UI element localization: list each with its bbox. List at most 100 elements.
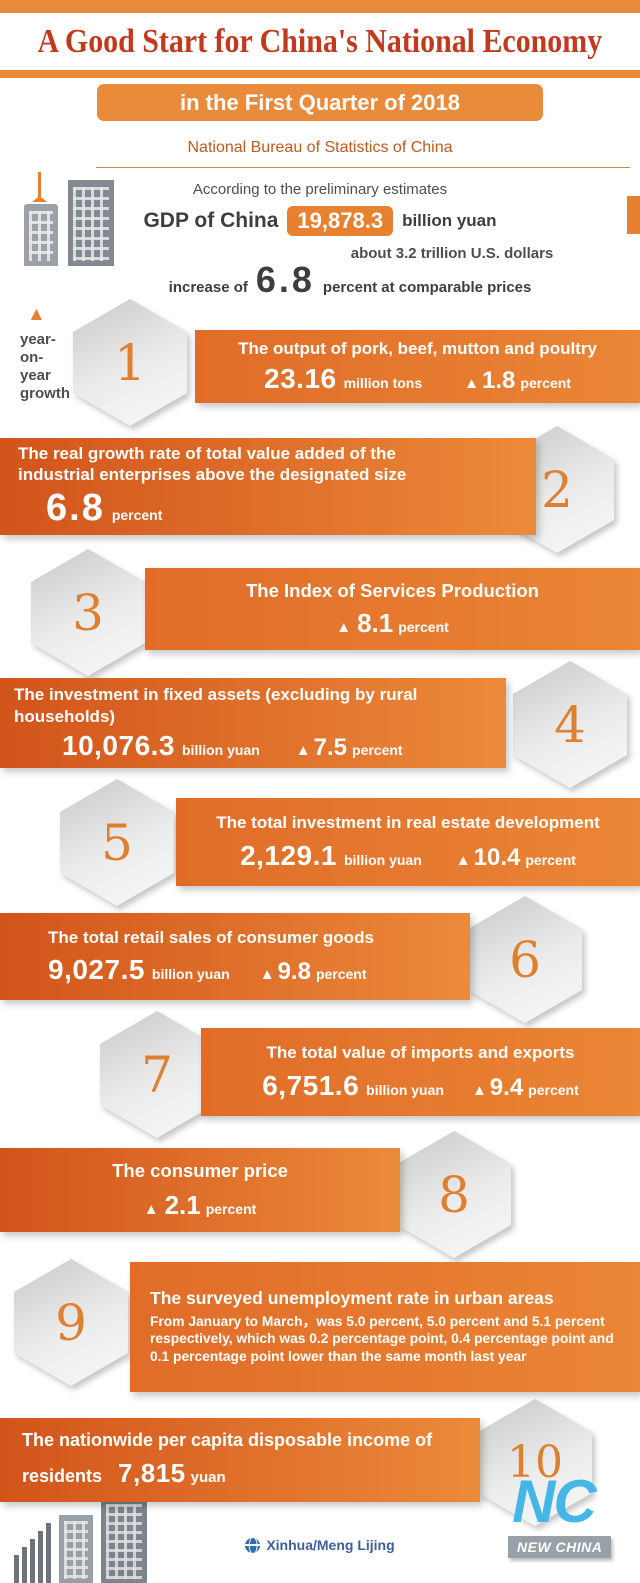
stat-title: The total retail sales of consumer goods xyxy=(48,927,374,947)
source-divider xyxy=(96,167,630,168)
hexagon-badge-4: 4 xyxy=(513,661,627,788)
stat-value: 6.8 xyxy=(46,487,105,530)
stat-delta: 1.8 xyxy=(482,367,516,395)
source-label: National Bureau of Statistics of China xyxy=(187,139,453,156)
building-icon xyxy=(101,1498,147,1583)
up-triangle-icon: ▲ xyxy=(295,741,311,759)
stat-banner-6: The total retail sales of consumer goods… xyxy=(0,913,470,1000)
stat-banner-4: The investment in fixed assets (excludin… xyxy=(0,678,506,768)
stat-values: 23.16 million tons ▲ 1.8 percent xyxy=(264,363,571,395)
usd-equivalent-note: about 3.2 trillion U.S. dollars xyxy=(350,245,554,262)
hexagon-badge-9: 9 xyxy=(14,1259,128,1386)
stat-values: 6.8 percent xyxy=(18,487,536,530)
up-triangle-icon: ▲ xyxy=(27,304,46,325)
stat-banner-2: The real growth rate of total value adde… xyxy=(0,438,536,535)
stat-delta-unit: percent xyxy=(315,966,367,983)
stat-values: 2,129.1 billion yuan ▲ 10.4 percent xyxy=(240,840,576,872)
stat-unit: billion yuan xyxy=(151,966,230,983)
stat-banner-8: The consumer price ▲ 2.1 percent xyxy=(0,1148,400,1232)
stat-unit: yuan xyxy=(190,1469,226,1486)
gdp-increase-row: increase of 6.8 percent at comparable pr… xyxy=(70,259,630,301)
stat-value: 2,129.1 xyxy=(240,839,337,871)
hexagon-badge-7: 7 xyxy=(100,1011,214,1138)
item-number: 6 xyxy=(509,930,541,989)
stat-value: 9,027.5 xyxy=(48,954,145,986)
up-triangle-icon: ▲ xyxy=(259,966,275,984)
globe-icon xyxy=(245,1537,261,1553)
gdp-row: GDP of China 19,878.3 billion yuan xyxy=(0,206,640,236)
stat-title: The consumer price xyxy=(112,1160,288,1182)
stat-delta: 2.1 xyxy=(164,1189,201,1220)
stat-delta-unit: percent xyxy=(520,375,571,392)
page-title: A Good Start for China's National Econom… xyxy=(37,22,603,60)
stat-title: The nationwide per capita disposable inc… xyxy=(22,1430,433,1486)
stat-delta-unit: percent xyxy=(525,851,576,868)
hexagon-shape: 4 xyxy=(513,661,627,788)
hexagon-shape: 7 xyxy=(100,1011,214,1138)
stat-delta-unit: percent xyxy=(398,619,449,636)
bar-silhouette-icon xyxy=(14,1523,51,1583)
gdp-label: GDP of China xyxy=(143,209,279,232)
hexagon-shape: 6 xyxy=(468,896,582,1023)
item-number: 4 xyxy=(554,695,586,754)
stat-value: 10,076.3 xyxy=(62,729,175,761)
stat-unit: million tons xyxy=(343,375,423,392)
buildings-icon xyxy=(24,170,124,266)
up-triangle-icon: ▲ xyxy=(464,375,480,393)
stat-title: The total value of imports and exports xyxy=(266,1043,575,1063)
stat-title: The total investment in real estate deve… xyxy=(216,813,600,833)
stat-delta-unit: percent xyxy=(528,1081,579,1098)
stat-delta: 9.4 xyxy=(489,1073,524,1101)
subtitle-text: in the First Quarter of 2018 xyxy=(180,89,460,115)
stat-title: The real growth rate of total value adde… xyxy=(18,443,407,484)
stat-unit: billion yuan xyxy=(366,1081,444,1098)
item-number: 7 xyxy=(141,1045,173,1104)
antenna-icon xyxy=(38,172,41,200)
stat-title: The surveyed unemployment rate in urban … xyxy=(150,1287,554,1308)
hexagon-badge-3: 3 xyxy=(31,549,145,676)
up-triangle-icon: ▲ xyxy=(143,1200,159,1218)
stat-banner-9: The surveyed unemployment rate in urban … xyxy=(130,1262,640,1392)
gdp-value-badge: 19,878.3 xyxy=(287,206,394,236)
stat-value: 23.16 xyxy=(264,363,337,395)
nc-monogram: NC xyxy=(512,1468,597,1535)
stat-banner-1: The output of pork, beef, mutton and pou… xyxy=(195,330,640,403)
stat-line: The nationwide per capita disposable inc… xyxy=(22,1427,472,1493)
antenna-base-icon xyxy=(32,196,47,202)
hexagon-shape: 8 xyxy=(397,1131,511,1258)
stat-banner-5: The total investment in real estate deve… xyxy=(176,798,640,886)
hexagon-shape: 1 xyxy=(73,299,187,426)
title-strip: A Good Start for China's National Econom… xyxy=(0,13,640,70)
gdp-unit: billion yuan xyxy=(402,211,497,230)
item-number: 9 xyxy=(55,1293,87,1352)
hexagon-shape: 5 xyxy=(60,779,174,906)
item-number: 2 xyxy=(541,460,573,519)
stat-value: 6,751.6 xyxy=(262,1069,360,1101)
item-number: 3 xyxy=(72,583,104,642)
stat-title: The investment in fixed assets (excludin… xyxy=(14,685,418,726)
legend-label: year- on- year growth xyxy=(20,331,70,402)
stat-delta-unit: percent xyxy=(352,741,403,758)
stat-delta: 10.4 xyxy=(473,843,521,871)
stat-banner-3: The Index of Services Production ▲ 8.1 p… xyxy=(145,568,640,650)
stat-title: The Index of Services Production xyxy=(246,579,539,601)
building-icon xyxy=(68,180,114,266)
stat-values: ▲ 2.1 percent xyxy=(144,1190,257,1221)
credit-text: Xinhua/Meng Lijing xyxy=(266,1537,395,1553)
up-triangle-icon: ▲ xyxy=(336,619,352,637)
stat-banner-7: The total value of imports and exports 6… xyxy=(201,1028,640,1116)
new-china-logo: NC NEW CHINA xyxy=(503,1468,638,1578)
stat-unit: billion yuan xyxy=(182,741,260,758)
hexagon-shape: 3 xyxy=(31,549,145,676)
increase-value: 6.8 xyxy=(255,259,315,300)
hexagon-badge-6: 6 xyxy=(468,896,582,1023)
hexagon-badge-10: 10 xyxy=(478,1399,592,1526)
stat-delta: 8.1 xyxy=(357,608,394,639)
hexagon-badge-5: 5 xyxy=(60,779,174,906)
stat-description: From January to March，was 5.0 percent, 5… xyxy=(150,1313,614,1365)
edge-accent xyxy=(627,196,640,234)
up-triangle-icon: ▲ xyxy=(455,851,471,869)
item-number: 1 xyxy=(114,333,146,392)
stat-delta-unit: percent xyxy=(205,1200,257,1217)
